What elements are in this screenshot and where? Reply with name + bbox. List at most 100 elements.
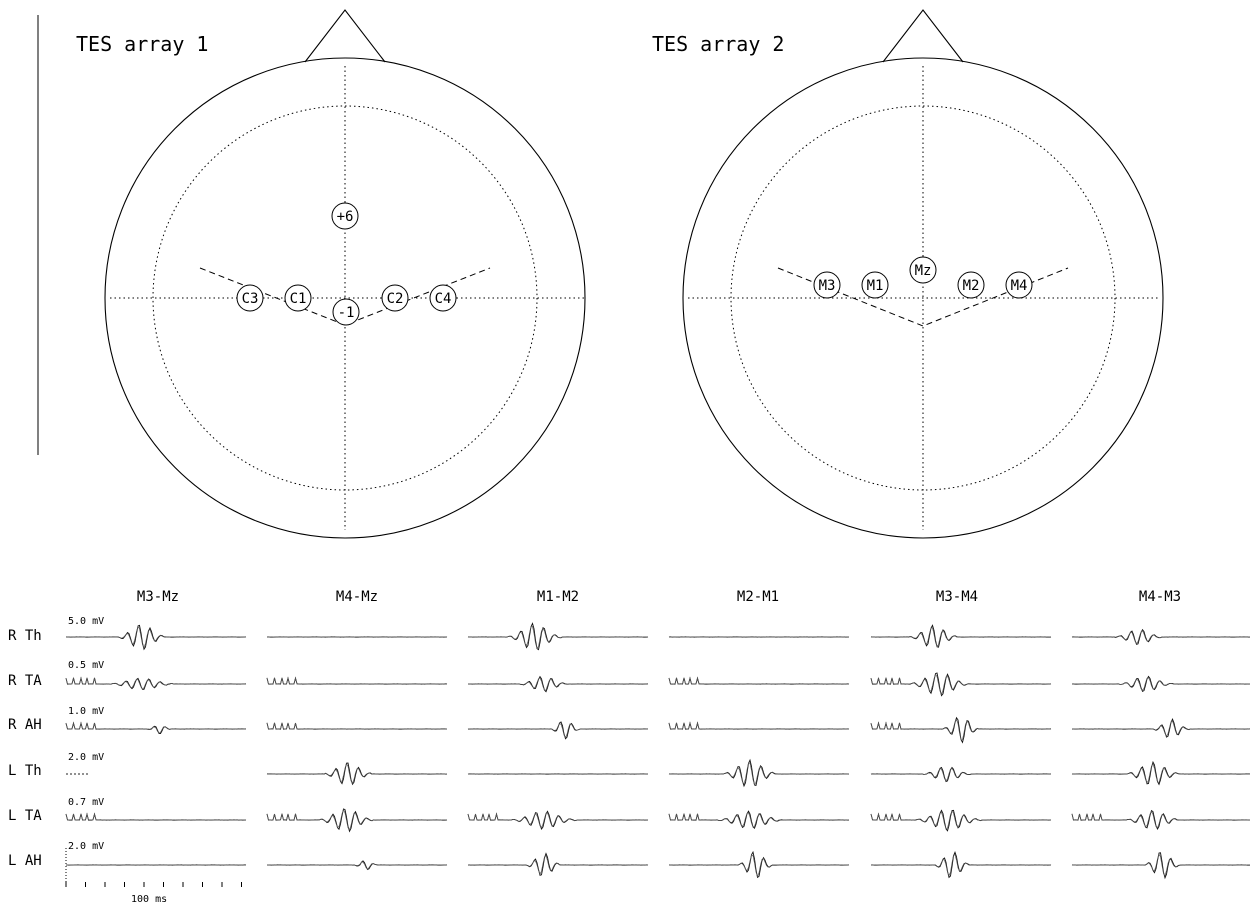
waveform-trial-2 (1071, 762, 1250, 784)
electrode-minus1: -1 (332, 298, 360, 326)
waveform-trial-2 (467, 812, 649, 829)
trace-cell (266, 860, 448, 871)
head-diagram-array-2: TES array 2 M3 M1 Mz M2 M4 (652, 9, 1164, 539)
waveform-trial-2 (467, 854, 649, 875)
electrode-m2: M2 (957, 271, 985, 299)
trace-cell (467, 675, 649, 693)
scale-label-r-ah: 1.0 mV (68, 706, 104, 717)
svg-text:Mz: Mz (915, 263, 932, 279)
time-scale-label: 100 ms (131, 894, 167, 905)
inner-dotted-circle (152, 105, 538, 491)
waveform-trial-2 (668, 762, 850, 786)
head-diagram-array-1: TES array 1 +6 C3 C1 -1 C2 C4 (76, 9, 586, 539)
waveform-trial-2 (871, 627, 1052, 648)
waveform-trial-2 (266, 809, 448, 831)
waveform-trial-2 (870, 810, 1052, 830)
waveform-trial-2 (870, 854, 1052, 877)
electrode-c4: C4 (429, 284, 457, 312)
trace-cell (668, 721, 850, 730)
array-2-title: TES array 2 (652, 32, 784, 56)
svg-text:C1: C1 (290, 291, 307, 307)
waveform-trial-2 (668, 854, 850, 878)
waveform-trial-1 (1071, 760, 1250, 786)
trace-cells (65, 622, 1250, 880)
waveform-trial-2 (467, 723, 649, 739)
waveform-trial-2 (668, 722, 850, 730)
array-1-title: TES array 1 (76, 32, 208, 56)
scale-label-l-ta: 0.7 mV (68, 797, 104, 808)
waveform-trial-2 (65, 676, 247, 690)
trace-cell (1071, 675, 1250, 693)
electrode-c1: C1 (284, 284, 312, 312)
svg-text:C2: C2 (387, 291, 404, 307)
scale-label-r-ta: 0.5 mV (68, 660, 104, 671)
waveform-trial-2 (1072, 630, 1250, 645)
row-label-l-th: L Th (8, 763, 42, 779)
electrode-c3: C3 (236, 284, 264, 312)
svg-text:M4: M4 (1011, 278, 1028, 294)
waveform-trial-2 (65, 812, 247, 821)
column-header-m3-m4: M3-M4 (936, 589, 978, 605)
column-header-m1-m2: M1-M2 (537, 589, 579, 605)
svg-text:C3: C3 (242, 291, 259, 307)
column-header-m2-m1: M2-M1 (737, 589, 779, 605)
trace-cell (65, 812, 247, 821)
trace-cell (870, 624, 1052, 648)
inner-dotted-circle (730, 105, 1116, 491)
trace-cell (668, 810, 850, 829)
trace-cell (467, 810, 649, 830)
trace-cell (467, 852, 649, 876)
row-label-r-th: R Th (8, 628, 42, 644)
waveform-trial-2 (870, 767, 1052, 782)
trace-cell (1071, 809, 1250, 830)
waveform-trial-2 (668, 812, 850, 828)
trace-cell (65, 624, 247, 651)
electrode-m3: M3 (813, 271, 841, 299)
trace-cell (467, 622, 649, 651)
column-header-m4-mz: M4-Mz (336, 589, 378, 605)
waveform-trial-2 (266, 722, 448, 730)
scale-label-l-ah: 2.0 mV (68, 841, 104, 852)
trace-grid: M3-Mz M4-Mz M1-M2 M2-M1 M3-M4 M4-M3 R Th… (8, 589, 1250, 905)
svg-text:C4: C4 (435, 291, 452, 307)
trace-cell (266, 808, 448, 833)
waveform-trial-2 (266, 861, 448, 870)
trace-cell (668, 758, 850, 788)
waveform-trial-2 (266, 763, 448, 784)
row-label-r-ah: R AH (8, 717, 42, 733)
waveform-trial-2 (65, 625, 247, 649)
waveform-trial-2 (668, 677, 850, 685)
trace-cell (1071, 852, 1250, 880)
trace-cell (467, 721, 649, 740)
svg-text:M1: M1 (867, 278, 884, 294)
waveform-trial-2 (467, 677, 648, 691)
trace-cell (870, 672, 1052, 697)
waveform-trial-2 (266, 677, 447, 685)
waveform-trial-2 (1071, 677, 1250, 691)
trace-cell (1071, 628, 1250, 645)
electrode-m1: M1 (861, 271, 889, 299)
electrode-m4: M4 (1005, 271, 1033, 299)
waveform-trial-2 (870, 718, 1052, 741)
trace-cell (870, 766, 1052, 783)
waveform-trial-1 (870, 624, 1052, 648)
scale-label-l-th: 2.0 mV (68, 752, 104, 763)
trace-cell (266, 722, 448, 730)
scale-label-r-th: 5.0 mV (68, 616, 104, 627)
waveform-trial-2 (1071, 853, 1250, 877)
waveform-trial-2 (870, 673, 1052, 696)
trace-cell (65, 721, 247, 734)
trace-cell (266, 676, 448, 685)
trace-cell (1071, 760, 1250, 786)
electrode-plus6: +6 (331, 202, 359, 230)
trace-cell (870, 716, 1052, 744)
waveform-trial-2 (1071, 810, 1250, 829)
nose-outline (304, 9, 386, 63)
trace-cell (668, 676, 850, 685)
row-label-l-ah: L AH (8, 853, 42, 869)
time-scale-ticks (65, 882, 242, 887)
svg-text:+6: +6 (337, 209, 354, 225)
waveform-trial-1 (870, 766, 1051, 783)
waveform-trial-2 (1071, 720, 1250, 737)
